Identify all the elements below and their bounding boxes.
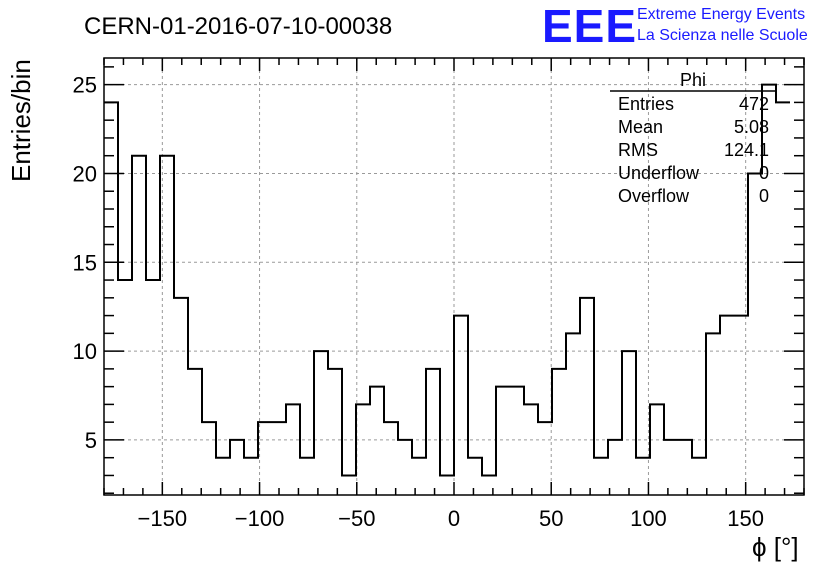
y-tick-labels: 5 10 15 20 25 [73,73,97,453]
axis-ticks [103,58,805,495]
stats-label: Overflow [618,186,690,206]
y-tick-label: 5 [85,428,97,453]
x-tick-label: 150 [727,506,764,531]
stats-label: Underflow [618,163,700,183]
eee-logo: EEE Extreme Energy Events La Scienza nel… [542,0,808,52]
stats-label: Mean [618,117,663,137]
y-tick-label: 20 [73,161,97,186]
stats-title: Phi [680,70,706,90]
logo-line-1: Extreme Energy Events [637,6,805,23]
x-tick-label: −150 [138,506,188,531]
x-tick-label: 50 [539,506,563,531]
x-tick-label: −100 [235,506,285,531]
stats-label: RMS [618,140,658,160]
stats-value: 0 [759,163,769,183]
x-tick-label: 0 [448,506,460,531]
chart-title: CERN-01-2016-07-10-00038 [84,13,392,40]
y-tick-label: 25 [73,73,97,98]
stats-value: 472 [739,94,769,114]
stats-label: Entries [618,94,674,114]
plot-frame [103,57,805,496]
stats-value: 0 [759,186,769,206]
y-axis-label: Entries/bin [6,59,36,182]
eee-logo-mark: EEE [542,0,637,52]
x-axis-label: ϕ [°] [752,532,799,562]
stats-box: Phi Entries 472 Mean 5.08 RMS 124.1 Underflow 0… [610,70,777,206]
x-tick-label: 100 [630,506,667,531]
x-tick-label: −50 [338,506,375,531]
x-tick-labels: −150 −100 −50 0 50 100 150 [138,506,764,531]
stats-value: 5.08 [734,117,769,137]
logo-line-2: La Scienza nelle Scuole [637,27,808,44]
y-tick-label: 10 [73,339,97,364]
histogram-line [104,83,790,477]
y-tick-label: 15 [73,250,97,275]
stats-value: 124.1 [724,140,769,160]
